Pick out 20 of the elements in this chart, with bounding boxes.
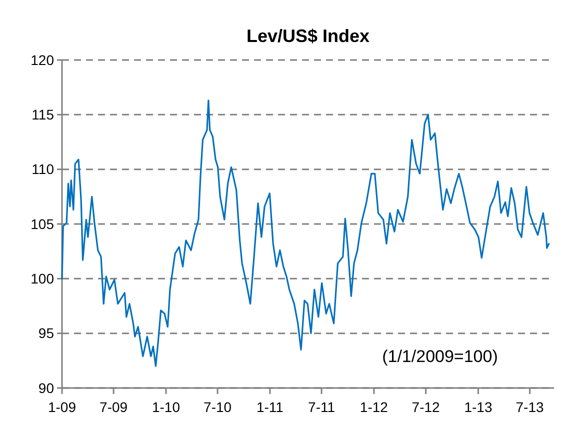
line-series [61, 100, 550, 367]
x-tick-label: 1-12 [360, 399, 388, 415]
y-tick-label: 100 [30, 270, 54, 287]
y-tick-label: 115 [32, 106, 54, 123]
x-tick-label: 7-10 [204, 399, 232, 415]
y-tick-label: 105 [30, 216, 54, 232]
x-tick-label: 1-09 [48, 399, 76, 415]
y-tick-label: 120 [30, 52, 54, 68]
chart-title: Lev/US$ Index [246, 26, 370, 46]
x-tick-label: 1-11 [256, 399, 284, 415]
x-tick-label: 7-12 [412, 399, 440, 415]
x-tick-label: 7-11 [308, 399, 336, 415]
annotation: (1/1/2009=100) [382, 347, 498, 366]
y-tick-label: 90 [38, 380, 54, 396]
x-tick-label: 1-10 [152, 399, 180, 415]
y-tick-label: 110 [32, 161, 54, 178]
y-tick-label: 95 [38, 325, 54, 342]
x-tick-label: 1-13 [464, 399, 492, 415]
x-tick-label: 7-13 [516, 399, 544, 415]
x-tick-label: 7-09 [100, 399, 128, 415]
